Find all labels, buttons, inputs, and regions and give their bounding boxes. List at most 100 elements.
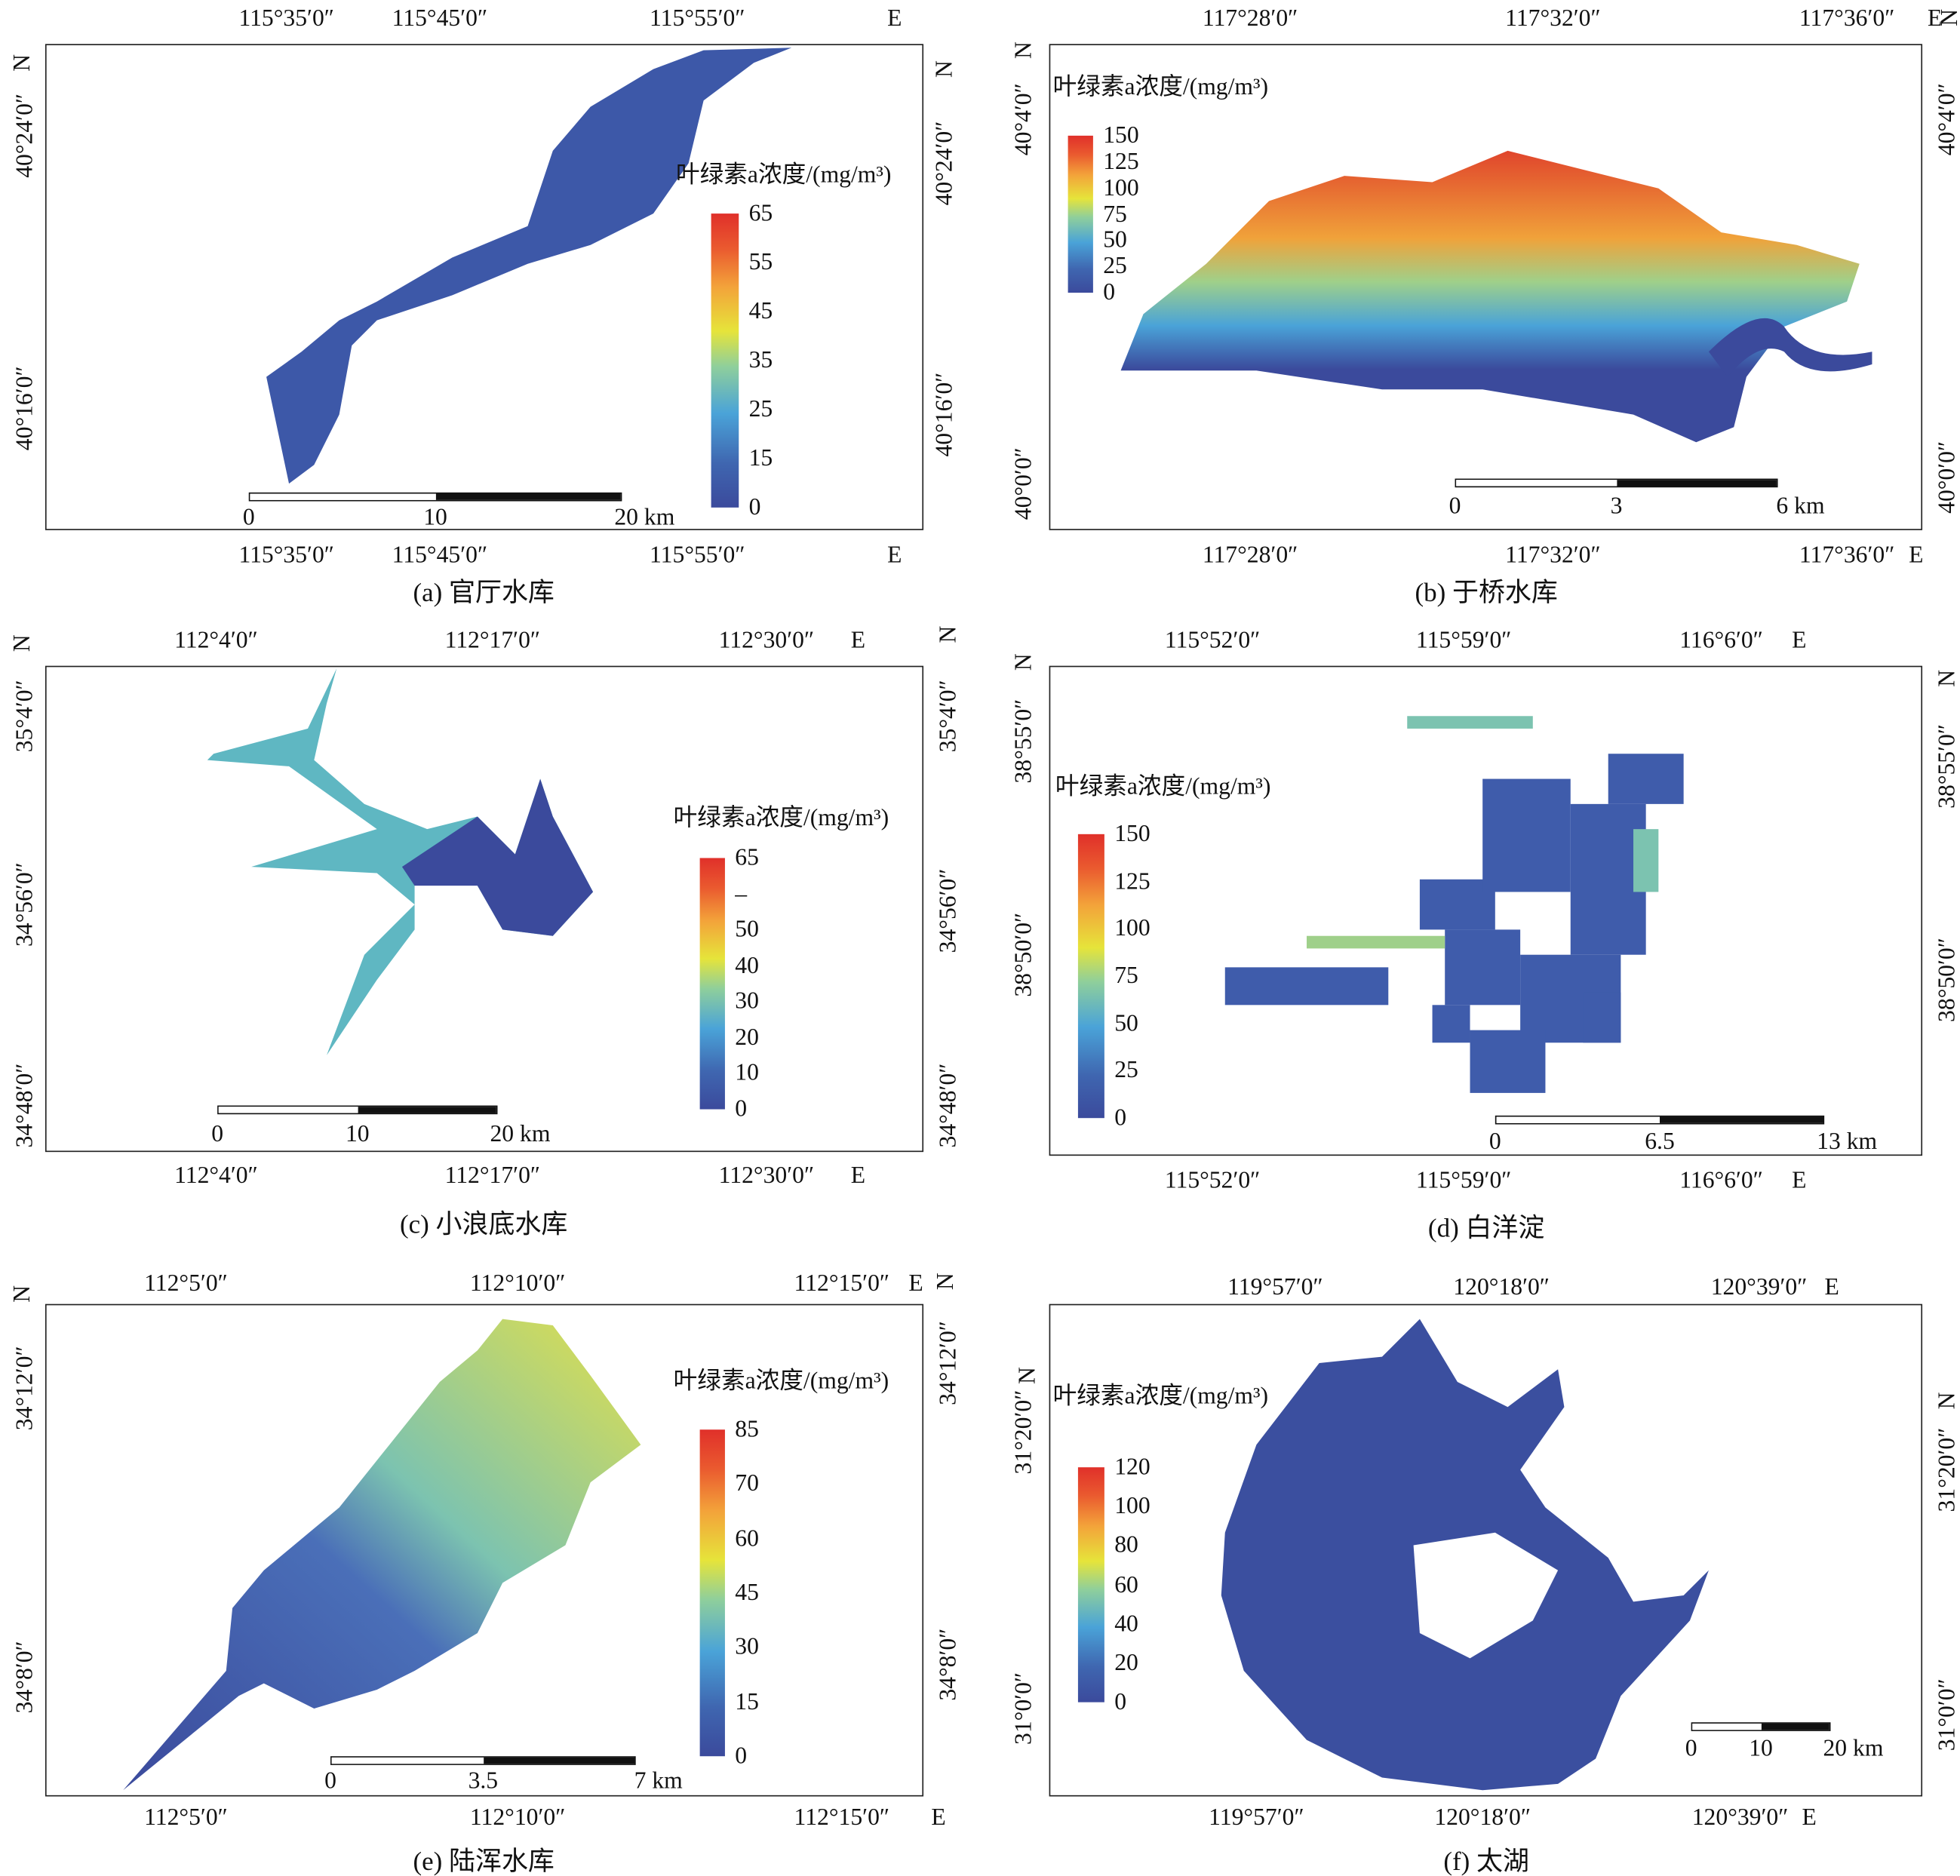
latitude-label-left: 31°0′0″: [1010, 1672, 1037, 1745]
latitude-label-right: 31°0′0″: [1934, 1678, 1960, 1752]
latitude-label-left: 34°48′0″: [11, 1063, 38, 1148]
scale-segment-white: [1456, 480, 1617, 487]
scale-label: 0: [242, 504, 255, 531]
colorbar-tick-label: 20: [1114, 1650, 1138, 1677]
scale-segment-black: [1659, 1116, 1823, 1123]
north-label: N: [1937, 9, 1960, 26]
lake-luhun: [123, 1319, 641, 1791]
latitude-label-right: 34°12′0″: [935, 1321, 962, 1405]
colorbar: [711, 213, 739, 508]
lake-baiyangdian: [1224, 716, 1684, 1093]
colorbar-tick-label: 25: [748, 396, 773, 423]
longitude-label-top: 120°39′0″: [1710, 1274, 1808, 1301]
colorbar-tick-label: 100: [1114, 1493, 1151, 1520]
colorbar-tick-label: 25: [1114, 1057, 1138, 1084]
longitude-label-bottom: 115°35′0″: [238, 542, 334, 569]
colorbar-tick-label: 0: [1114, 1104, 1127, 1131]
colorbar: [699, 858, 725, 1110]
longitude-label-top: 117°28′0″: [1202, 5, 1298, 32]
longitude-label-top: 115°52′0″: [1164, 627, 1261, 654]
east-label: E: [1928, 5, 1943, 32]
scale-segment-white: [331, 1757, 484, 1764]
latitude-label-right: 31°20′0″: [1934, 1427, 1960, 1512]
east-label: E: [1792, 627, 1807, 654]
colorbar-tick-label: 0: [1114, 1689, 1127, 1716]
latitude-label-right: 38°50′0″: [1934, 938, 1960, 1022]
latitude-label-left: 40°16′0″: [11, 366, 38, 451]
scale-label: 20 km: [1823, 1735, 1884, 1762]
colorbar-tick-label: 35: [748, 347, 773, 374]
scale-bar: [248, 492, 622, 502]
colorbar-tick-label: 30: [735, 1634, 759, 1661]
scale-label: 6 km: [1776, 493, 1825, 520]
north-label: N: [1014, 1367, 1041, 1385]
scale-segment-black: [357, 1107, 496, 1113]
colorbar-tick-label: 45: [735, 1580, 759, 1607]
scale-segment-black: [1761, 1723, 1829, 1730]
scale-bar: [217, 1105, 498, 1115]
scale-label: 10: [345, 1121, 370, 1148]
colorbar-tick-label: 65: [748, 200, 773, 227]
latitude-label-right: 34°56′0″: [935, 868, 962, 953]
latitude-label-left: 40°0′0″: [1010, 447, 1037, 520]
colorbar-tick-label: 80: [1114, 1532, 1138, 1559]
east-label: E: [887, 542, 902, 569]
map-frame: [1049, 665, 1923, 1156]
colorbar-tick-label: 75: [1103, 201, 1127, 228]
colorbar-tick-label: 30: [735, 988, 759, 1015]
scale-label: 0: [1685, 1735, 1697, 1762]
east-label: E: [850, 1162, 866, 1190]
scale-segment-white: [1692, 1723, 1762, 1730]
latitude-label-right: 40°24′0″: [931, 121, 958, 206]
panel-caption: (d) 白洋淀: [1427, 1212, 1545, 1243]
map-frame: [45, 665, 924, 1153]
scale-bar: [1691, 1722, 1831, 1731]
latitude-label-right: 38°55′0″: [1934, 723, 1960, 809]
longitude-label-bottom: 117°28′0″: [1202, 542, 1298, 569]
colorbar-tick-label: 25: [1103, 253, 1127, 280]
scale-label: 0: [1488, 1128, 1501, 1156]
panel-caption: (f) 太湖: [1443, 1846, 1529, 1876]
colorbar: [1068, 135, 1093, 293]
north-label: N: [1934, 669, 1960, 687]
colorbar-tick-label: 120: [1114, 1454, 1151, 1481]
latitude-label-left: 34°56′0″: [11, 862, 38, 947]
colorbar-tick-label: 75: [1114, 963, 1138, 990]
longitude-label-top: 119°57′0″: [1227, 1274, 1323, 1301]
map-frame: [1049, 44, 1923, 530]
longitude-label-bottom: 112°4′0″: [174, 1162, 258, 1190]
scale-segment-white: [218, 1107, 358, 1113]
latitude-label-right: 34°8′0″: [935, 1628, 962, 1701]
colorbar-tick-label: 50: [735, 917, 759, 944]
longitude-label-top: 112°4′0″: [174, 627, 258, 654]
longitude-label-top: 112°10′0″: [469, 1270, 566, 1297]
scale-label: 3.5: [468, 1768, 499, 1795]
scale-label: 10: [1749, 1735, 1773, 1762]
latitude-label-left: 34°8′0″: [11, 1641, 38, 1714]
colorbar-tick-label: 60: [1114, 1571, 1138, 1598]
scale-label: 10: [423, 504, 447, 531]
scale-bar: [1455, 478, 1778, 488]
longitude-label-top: 112°30′0″: [718, 627, 815, 654]
longitude-label-top: 115°55′0″: [650, 5, 745, 32]
scale-bar: [1495, 1115, 1825, 1125]
legend-title: 叶绿素a浓度/(mg/m³): [1055, 773, 1271, 800]
colorbar: [1077, 1467, 1104, 1703]
latitude-label-left: 35°4′0″: [11, 680, 38, 753]
colorbar-tick-label: 85: [735, 1416, 759, 1443]
east-label: E: [1802, 1804, 1817, 1831]
latitude-label-left: 38°50′0″: [1010, 912, 1037, 997]
colorbar-tick-label: 20: [735, 1024, 759, 1051]
legend-title: 叶绿素a浓度/(mg/m³): [1052, 1383, 1269, 1410]
longitude-label-bottom: 115°52′0″: [1164, 1167, 1261, 1194]
latitude-label-left: 40°4′0″: [1010, 83, 1037, 156]
colorbar-tick-label: 15: [748, 445, 773, 472]
map-frame: [1049, 1303, 1923, 1797]
colorbar: [699, 1429, 725, 1757]
scale-label: 0: [211, 1121, 224, 1148]
north-label: N: [932, 1273, 960, 1291]
colorbar-tick-label: 0: [748, 494, 761, 521]
longitude-label-bottom: 120°39′0″: [1691, 1804, 1789, 1831]
longitude-label-bottom: 120°18′0″: [1434, 1804, 1531, 1831]
colorbar-tick-label: 0: [735, 1742, 748, 1770]
